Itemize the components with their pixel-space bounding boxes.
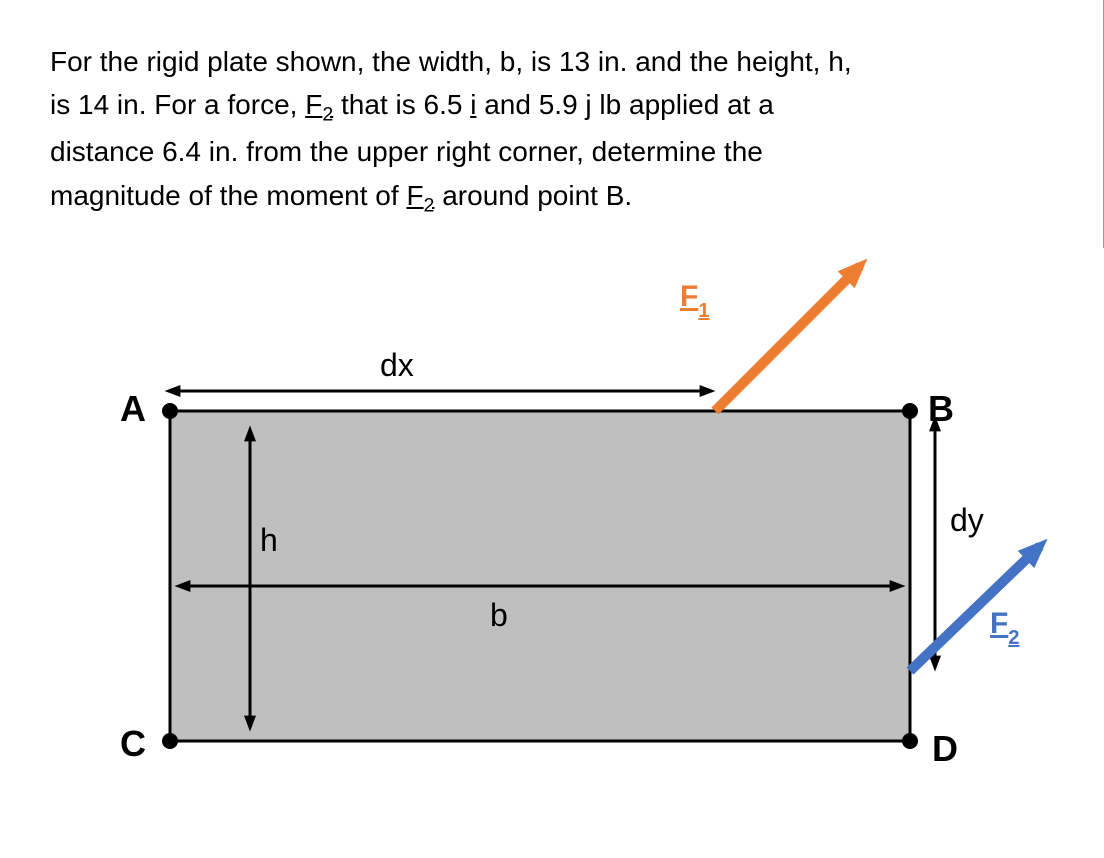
problem-line2b: that is 6.5 xyxy=(333,89,470,120)
plate xyxy=(170,411,910,741)
problem-line2c: and 5.9 xyxy=(476,89,585,120)
problem-line3: distance 6.4 in. from the upper right co… xyxy=(50,136,763,167)
problem-line2d: lb applied at a xyxy=(592,89,774,120)
corner-b-label: B xyxy=(928,388,954,429)
force-f2-label: F2 xyxy=(990,607,1019,649)
corner-a-label: A xyxy=(120,388,146,429)
problem-line2a: is 14 in. For a force, xyxy=(50,89,305,120)
label-h: h xyxy=(260,522,278,558)
force-f2-text: F2 xyxy=(305,89,333,120)
corner-c-dot xyxy=(162,733,178,749)
corner-b-dot xyxy=(902,403,918,419)
label-dy: dy xyxy=(950,502,984,538)
corner-c-label: C xyxy=(120,723,146,764)
problem-line4b: around point B. xyxy=(434,180,632,211)
corner-a-dot xyxy=(162,403,178,419)
force-f1-arrow xyxy=(715,266,860,411)
diagram-svg: dx h b dy F1 F2 A B C D xyxy=(50,251,1050,771)
label-b: b xyxy=(490,597,508,633)
diagram: dx h b dy F1 F2 A B C D xyxy=(50,251,1050,771)
problem-line1: For the rigid plate shown, the width, b,… xyxy=(50,46,852,77)
corner-d-dot xyxy=(902,733,918,749)
force-f1-label: F1 xyxy=(680,280,709,322)
force-f2-arrow xyxy=(910,546,1040,671)
force-f2-text2: F2 xyxy=(406,180,434,211)
problem-line4a: magnitude of the moment of xyxy=(50,180,406,211)
problem-statement: For the rigid plate shown, the width, b,… xyxy=(50,40,990,221)
corner-d-label: D xyxy=(932,728,958,769)
label-dx: dx xyxy=(380,347,414,383)
